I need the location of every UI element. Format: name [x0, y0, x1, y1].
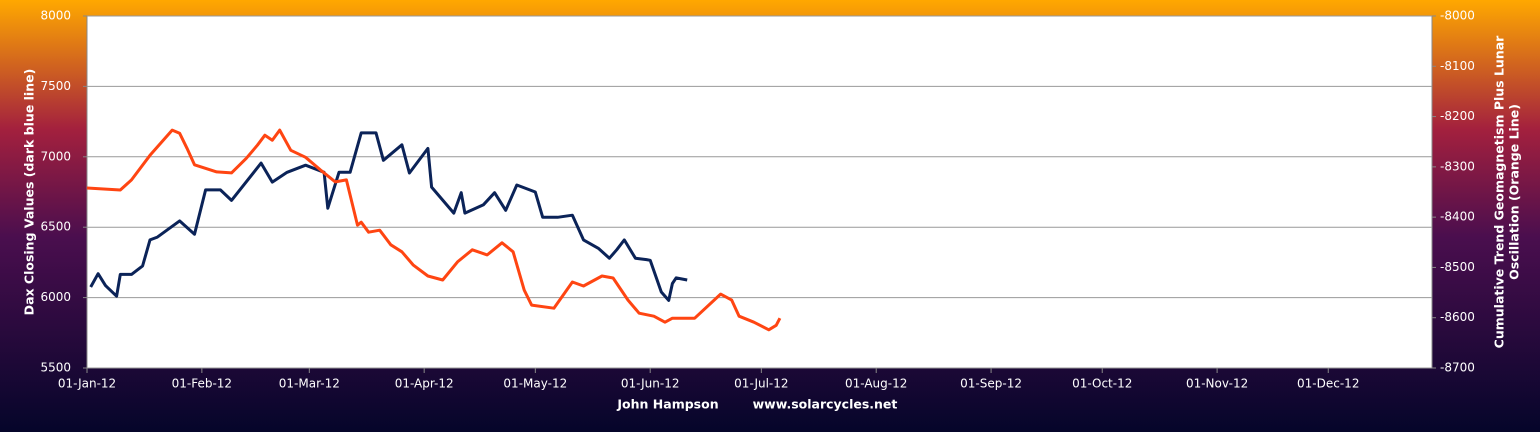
- y2-tick-label: -8600: [1440, 310, 1475, 324]
- x-tick-label: 01-Aug-12: [845, 377, 907, 391]
- x-tick-label: 01-Dec-12: [1297, 377, 1359, 391]
- y-tick-label: 6000: [40, 290, 71, 304]
- series-line: [86, 128, 782, 332]
- x-tick-label: 01-Mar-12: [279, 377, 340, 391]
- y2-axis-title: Cumulative Trend Geomagnetism Plus Lunar: [1492, 35, 1507, 348]
- x-tick-label: 01-Sep-12: [960, 377, 1022, 391]
- annotation: www.solarcycles.net: [753, 397, 898, 412]
- y2-tick-label: -8000: [1440, 9, 1475, 23]
- y2-tick-label: -8100: [1440, 59, 1475, 73]
- y-axis-title: Dax Closing Values (dark blue line): [22, 69, 37, 316]
- y2-tick-label: -8200: [1440, 109, 1475, 123]
- y-tick-label: 7500: [40, 79, 71, 93]
- y-tick-label: 6500: [40, 220, 71, 234]
- y2-tick-label: -8400: [1440, 210, 1475, 224]
- x-tick-label: 01-Oct-12: [1072, 377, 1132, 391]
- y-tick-label: 8000: [40, 9, 71, 23]
- x-tick-label: 01-Jan-12: [58, 377, 116, 391]
- annotation: John Hampson: [616, 397, 718, 412]
- x-tick-label: 01-Apr-12: [395, 377, 454, 391]
- x-tick-label: 01-Nov-12: [1186, 377, 1248, 391]
- y2-axis-title: Oscillation (Orange Line): [1507, 104, 1522, 280]
- x-tick-label: 01-Jul-12: [734, 377, 788, 391]
- y-tick-label: 5500: [40, 361, 71, 375]
- series-line: [89, 131, 688, 302]
- x-tick-label: 01-May-12: [503, 377, 567, 391]
- plot-area: [86, 15, 1433, 369]
- y2-tick-label: -8500: [1440, 260, 1475, 274]
- y-tick-label: 7000: [40, 149, 71, 163]
- x-tick-label: 01-Jun-12: [621, 377, 680, 391]
- y2-tick-label: -8700: [1440, 361, 1475, 375]
- x-tick-label: 01-Feb-12: [172, 377, 232, 391]
- y2-tick-label: -8300: [1440, 159, 1475, 173]
